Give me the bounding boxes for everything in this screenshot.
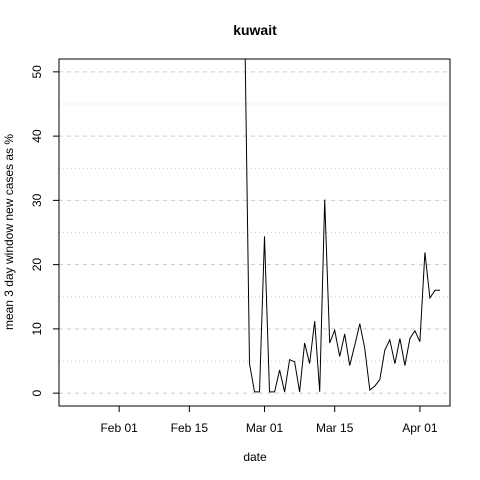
x-tick-label: Mar 01: [246, 421, 284, 435]
x-tick-label: Mar 15: [316, 421, 354, 435]
y-tick-label: 50: [30, 65, 44, 79]
plot-frame: [58, 58, 451, 407]
y-axis: 0 10 20 30 40 50: [30, 65, 59, 396]
x-tick-label: Feb 01: [100, 421, 138, 435]
y-tick-label: 0: [30, 389, 44, 396]
series-line: [244, 59, 440, 393]
y-tick-label: 40: [30, 129, 44, 143]
y-tick-label: 20: [30, 258, 44, 272]
grid: [59, 71, 450, 394]
chart-title: kuwait: [233, 22, 277, 38]
x-tick-label: Feb 15: [171, 421, 209, 435]
x-axis-label: date: [243, 450, 267, 464]
y-axis-label: mean 3 day window new cases as %: [2, 134, 16, 330]
series-layer: [244, 59, 440, 393]
x-axis: Feb 01 Feb 15 Mar 01 Mar 15 Apr 01: [100, 406, 438, 435]
y-tick-label: 30: [30, 193, 44, 207]
y-tick-label: 10: [30, 322, 44, 336]
x-tick-label: Apr 01: [402, 421, 438, 435]
